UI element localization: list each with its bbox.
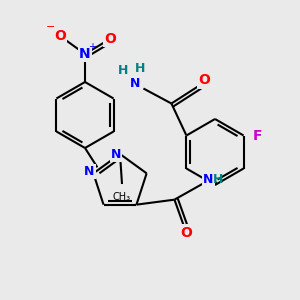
Text: N: N bbox=[84, 165, 94, 178]
Text: N: N bbox=[203, 173, 214, 186]
Text: H: H bbox=[118, 64, 129, 77]
Text: CH₃: CH₃ bbox=[113, 192, 131, 202]
Text: N: N bbox=[79, 47, 91, 61]
Text: +: + bbox=[88, 42, 96, 52]
Text: O: O bbox=[54, 29, 66, 43]
Text: F: F bbox=[253, 128, 262, 142]
Text: H: H bbox=[135, 62, 146, 75]
Text: N: N bbox=[130, 77, 141, 90]
Text: O: O bbox=[181, 226, 192, 240]
Text: −: − bbox=[46, 22, 56, 32]
Text: N: N bbox=[111, 148, 121, 160]
Text: O: O bbox=[199, 74, 210, 88]
Text: O: O bbox=[104, 32, 116, 46]
Text: H: H bbox=[213, 173, 224, 186]
